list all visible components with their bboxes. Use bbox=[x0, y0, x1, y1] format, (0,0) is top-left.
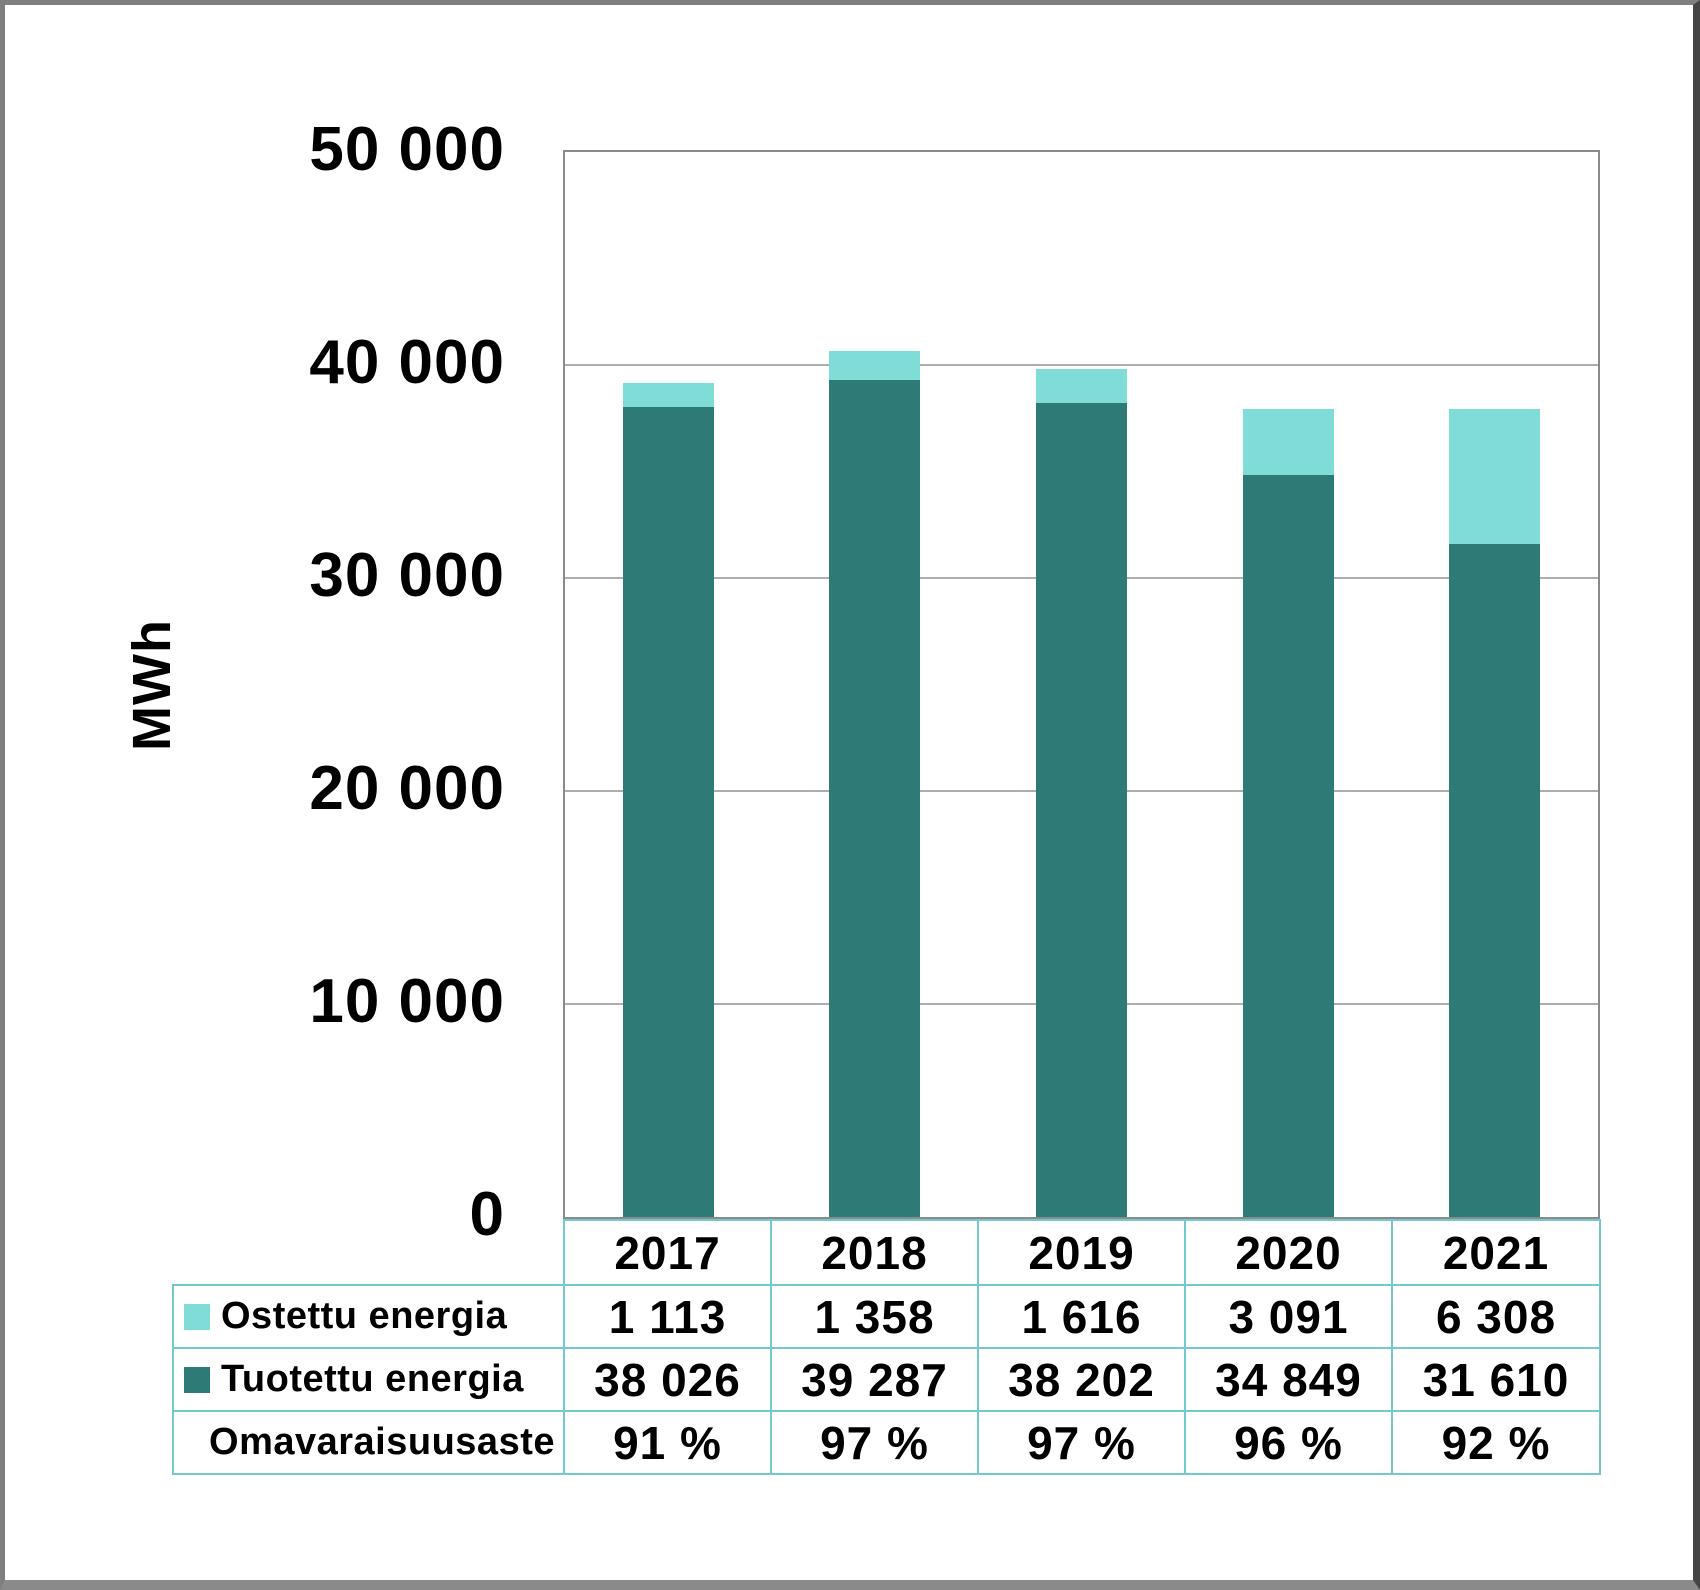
table-row: Ostettu energia 1 113 1 358 1 616 3 091 6 308 bbox=[172, 1284, 1601, 1349]
row-label-cell: Ostettu energia bbox=[172, 1284, 565, 1349]
value-cell: 31 610 bbox=[1391, 1347, 1601, 1412]
value-cell: 6 308 bbox=[1391, 1284, 1601, 1349]
bar-segment-produced-2018 bbox=[829, 380, 921, 1217]
y-tick-label: 20 000 bbox=[309, 754, 505, 823]
table-corner-empty bbox=[173, 1220, 564, 1285]
value-cell: 97 % bbox=[770, 1410, 979, 1475]
bar-segment-purchased-2018 bbox=[829, 351, 921, 381]
bar-segment-produced-2020 bbox=[1242, 474, 1334, 1217]
year-header-2018: 2018 bbox=[770, 1219, 979, 1286]
y-axis-title: MWh bbox=[122, 619, 182, 751]
table-row: Omavaraisuusaste 91 % 97 % 97 % 96 % 92 % bbox=[172, 1410, 1601, 1475]
value-cell: 34 849 bbox=[1184, 1347, 1393, 1412]
row-label-wrap: Tuotettu energia bbox=[174, 1358, 563, 1401]
value-cell: 97 % bbox=[977, 1410, 1186, 1475]
row-label-wrap: Omavaraisuusaste bbox=[174, 1421, 563, 1464]
value-cell: 39 287 bbox=[770, 1347, 979, 1412]
row-label-text: Ostettu energia bbox=[221, 1295, 508, 1337]
plot-area bbox=[563, 150, 1600, 1219]
row-label-text: Tuotettu energia bbox=[221, 1358, 524, 1400]
row-label-cell: Tuotettu energia bbox=[172, 1347, 565, 1412]
y-tick-label: 0 bbox=[469, 1180, 505, 1249]
value-cell: 92 % bbox=[1391, 1410, 1601, 1475]
gridline bbox=[565, 364, 1598, 366]
y-tick-label: 50 000 bbox=[309, 115, 505, 184]
bar-segment-purchased-2021 bbox=[1449, 409, 1541, 544]
year-header-2019: 2019 bbox=[977, 1219, 1186, 1286]
year-header-2017: 2017 bbox=[563, 1219, 772, 1286]
value-cell: 1 616 bbox=[977, 1284, 1186, 1349]
value-cell: 1 358 bbox=[770, 1284, 979, 1349]
y-tick-label: 30 000 bbox=[309, 541, 505, 610]
bar-segment-purchased-2020 bbox=[1242, 408, 1334, 475]
value-cell: 91 % bbox=[563, 1410, 772, 1475]
bar-segment-purchased-2019 bbox=[1036, 368, 1127, 404]
y-tick-label: 40 000 bbox=[309, 328, 505, 397]
value-cell: 1 113 bbox=[563, 1284, 772, 1349]
bar-segment-produced-2021 bbox=[1449, 543, 1541, 1217]
legend-chip-icon bbox=[184, 1366, 210, 1393]
bar-segment-produced-2017 bbox=[622, 407, 714, 1217]
bar-segment-purchased-2017 bbox=[622, 383, 714, 408]
year-header-2020: 2020 bbox=[1184, 1219, 1393, 1286]
bar-segment-produced-2019 bbox=[1036, 403, 1127, 1217]
row-label-wrap: Ostettu energia bbox=[174, 1295, 563, 1338]
value-cell: 3 091 bbox=[1184, 1284, 1393, 1349]
year-header-2021: 2021 bbox=[1391, 1219, 1601, 1286]
y-tick-label: 10 000 bbox=[309, 967, 505, 1036]
legend-chip-icon bbox=[184, 1303, 210, 1330]
value-cell: 38 202 bbox=[977, 1347, 1186, 1412]
row-label-cell: Omavaraisuusaste bbox=[172, 1410, 565, 1475]
value-cell: 96 % bbox=[1184, 1410, 1393, 1475]
data-table: 2017 2018 2019 2020 2021 Ostettu energia 1 113… bbox=[172, 1219, 1601, 1475]
table-row: Tuotettu energia 38 026 39 287 38 202 34 849… bbox=[172, 1347, 1601, 1412]
row-label-text: Omavaraisuusaste bbox=[209, 1421, 555, 1463]
table-header-row: 2017 2018 2019 2020 2021 bbox=[173, 1219, 1601, 1286]
value-cell: 38 026 bbox=[563, 1347, 772, 1412]
